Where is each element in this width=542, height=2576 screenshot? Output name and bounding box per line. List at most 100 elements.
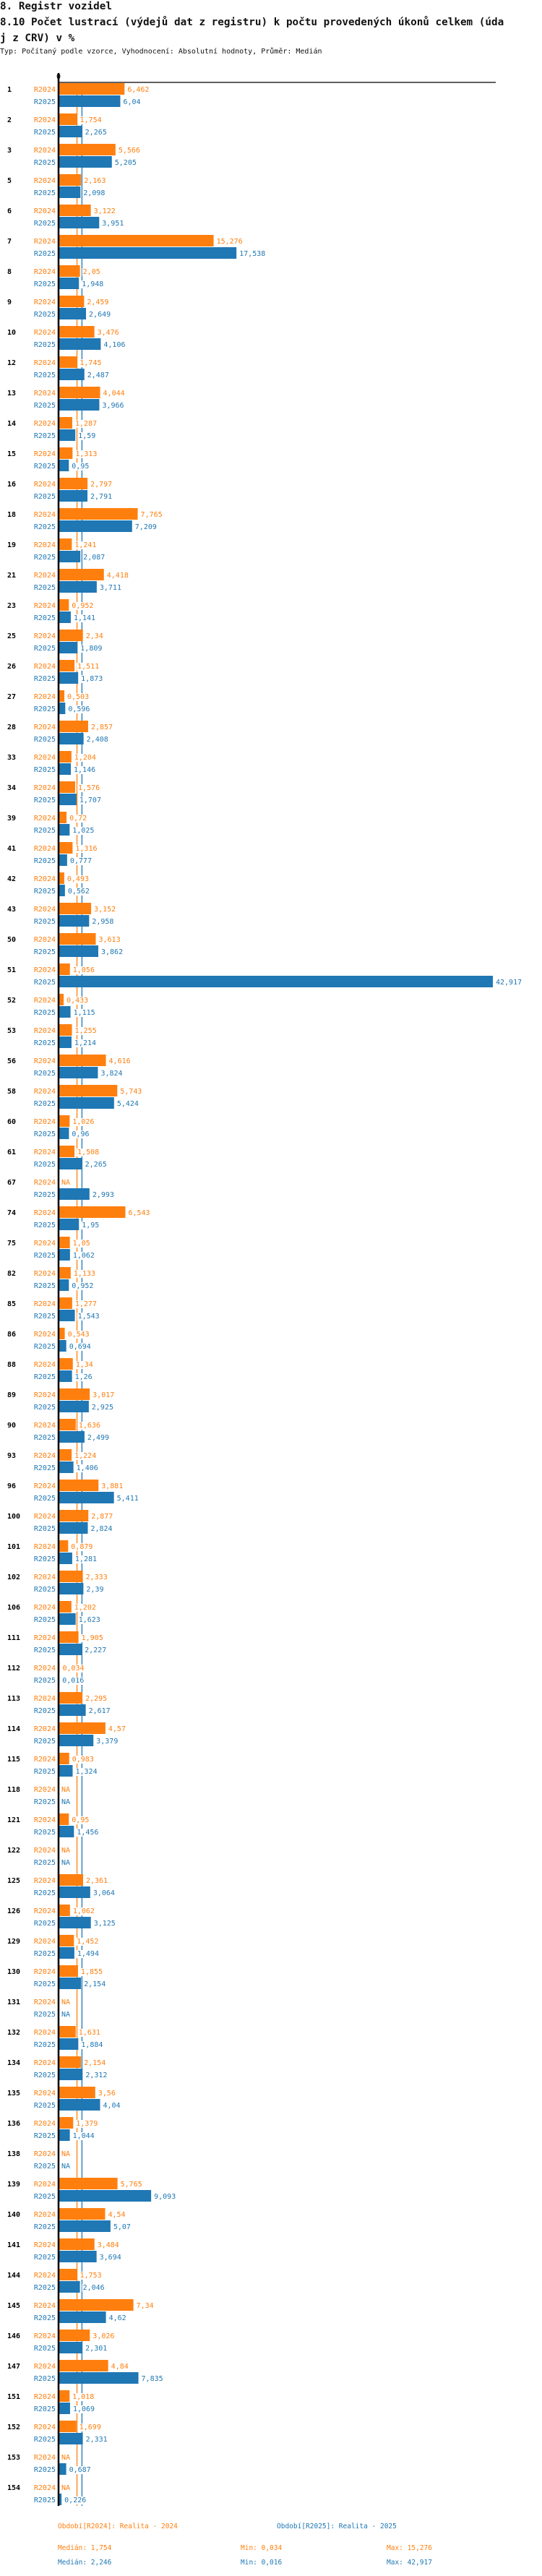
value-label-background xyxy=(117,147,141,155)
value-label-background xyxy=(77,663,100,671)
bar-r2025 xyxy=(59,1978,82,1989)
value-label-background xyxy=(72,2393,95,2401)
bar-r2024 xyxy=(59,1115,70,1127)
value-label: 6,543 xyxy=(128,1209,150,1217)
category-label: 115 xyxy=(7,1756,20,1764)
bar-r2024 xyxy=(59,1965,78,1977)
value-label-background xyxy=(96,329,120,337)
value-label: 0,952 xyxy=(72,602,93,610)
series-label-r2024: R2024 xyxy=(34,450,56,458)
category-label: 3 xyxy=(7,147,12,155)
value-label: 1,062 xyxy=(73,1907,95,1915)
series-label-r2024: R2024 xyxy=(34,1756,56,1764)
bar-r2024 xyxy=(59,872,64,884)
bar-r2025 xyxy=(59,186,81,198)
value-label: 1,707 xyxy=(79,797,101,804)
series-label-r2025: R2025 xyxy=(34,1677,56,1685)
bar-r2025 xyxy=(59,369,85,380)
series-label-r2025: R2025 xyxy=(34,2254,56,2262)
value-label: 1,631 xyxy=(79,2029,100,2037)
bar-r2025 xyxy=(59,945,98,957)
category-label: 141 xyxy=(7,2241,20,2249)
value-label-background xyxy=(92,1889,116,1897)
value-label: 1,623 xyxy=(79,1616,100,1624)
value-label: 3,152 xyxy=(94,906,116,914)
series-label-r2024: R2024 xyxy=(34,1968,56,1976)
na-label: NA xyxy=(61,1179,70,1187)
bar-r2024 xyxy=(59,265,80,277)
bar-r2024 xyxy=(59,205,91,216)
value-label-background xyxy=(80,2041,104,2049)
value-label-background xyxy=(81,1222,100,1229)
bar-r2024 xyxy=(59,2087,95,2098)
series-label-r2024: R2024 xyxy=(34,1270,56,1278)
bar-r2024 xyxy=(59,751,72,763)
value-label-background xyxy=(103,341,126,349)
value-label-background xyxy=(83,177,107,185)
bar-r2025 xyxy=(59,854,67,866)
value-label-background xyxy=(71,463,90,471)
value-label: 1,018 xyxy=(72,2393,94,2401)
value-label-background xyxy=(79,645,103,653)
value-label: 0,95 xyxy=(72,463,89,471)
series-label-r2024: R2024 xyxy=(34,1816,56,1824)
value-label-background xyxy=(73,754,97,762)
series-label-r2025: R2025 xyxy=(34,2405,56,2413)
value-label: 1,316 xyxy=(75,845,97,853)
bar-r2025 xyxy=(59,1522,88,1534)
value-label: 1,753 xyxy=(80,2272,102,2280)
na-label: NA xyxy=(61,1786,70,1794)
category-label: 51 xyxy=(7,966,16,974)
value-label: 0,694 xyxy=(69,1343,91,1351)
bar-r2024 xyxy=(59,812,67,823)
value-label: 3,966 xyxy=(102,402,124,410)
series-label-r2024: R2024 xyxy=(34,2241,56,2249)
series-label-r2024: R2024 xyxy=(34,511,56,519)
category-label: 136 xyxy=(7,2120,20,2128)
series-label-r2024: R2024 xyxy=(34,329,56,337)
series-label-r2025: R2025 xyxy=(34,1039,56,1047)
bar-r2024 xyxy=(59,1753,69,1764)
category-label: 112 xyxy=(7,1665,20,1673)
series-label-r2025: R2025 xyxy=(34,341,56,349)
series-label-r2025: R2025 xyxy=(34,797,56,804)
series-label-r2024: R2024 xyxy=(34,86,56,94)
bar-r2024 xyxy=(59,2178,118,2189)
value-label-background xyxy=(72,1252,95,1260)
chart-subtitle: Typ: Počítaný podle vzorce, Vyhodnocení:… xyxy=(0,48,322,56)
value-label: 1,406 xyxy=(77,1464,98,1472)
value-label: 7,34 xyxy=(137,2302,154,2310)
series-label-r2024: R2024 xyxy=(34,207,56,215)
value-label: 2,824 xyxy=(90,1525,112,1533)
bar-r2024 xyxy=(59,2238,95,2250)
value-label: 1,905 xyxy=(82,1634,103,1642)
series-label-r2025: R2025 xyxy=(34,1282,56,1290)
bar-r2024 xyxy=(59,1388,90,1400)
value-label-background xyxy=(93,906,117,914)
value-label: 1,636 xyxy=(79,1422,100,1430)
category-label: 26 xyxy=(7,663,16,671)
value-label: 2,154 xyxy=(84,2059,106,2067)
value-label-background xyxy=(72,2132,95,2140)
bar-r2025 xyxy=(59,2463,66,2475)
value-label: 1,95 xyxy=(82,1222,99,1229)
bar-r2025 xyxy=(59,763,72,775)
r2024-median: Medián: 1,754 xyxy=(58,2544,112,2552)
bar-r2025 xyxy=(59,1249,70,1261)
value-label-background xyxy=(90,1513,114,1521)
category-label: 147 xyxy=(7,2363,20,2371)
value-label: 3,56 xyxy=(98,2090,116,2098)
section-title: 8. Registr vozidel xyxy=(0,1,112,12)
bar-r2025 xyxy=(59,399,100,411)
bar-r2024 xyxy=(59,2269,77,2280)
category-label: 61 xyxy=(7,1149,16,1156)
series-label-r2025: R2025 xyxy=(34,2314,56,2322)
r2025-max: Max: 42,917 xyxy=(387,2559,432,2567)
series-label-r2025: R2025 xyxy=(34,372,56,379)
series-label-r2024: R2024 xyxy=(34,2423,56,2431)
series-label-r2024: R2024 xyxy=(34,2363,56,2371)
series-label-r2024: R2024 xyxy=(34,1665,56,1673)
series-label-r2024: R2024 xyxy=(34,2150,56,2158)
r2024-max: Max: 15,276 xyxy=(387,2544,432,2552)
value-label-background xyxy=(82,189,106,197)
